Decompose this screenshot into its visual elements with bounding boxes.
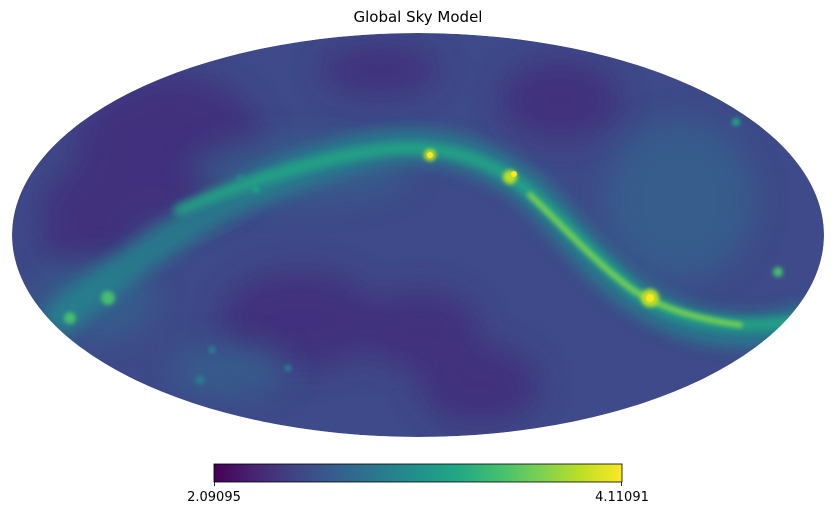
bright-source	[285, 365, 291, 371]
chart-title: Global Sky Model	[354, 8, 483, 26]
galactic-plane-ridge	[527, 192, 743, 328]
bright-source	[195, 375, 205, 385]
bright-source	[511, 171, 517, 177]
bright-source	[646, 294, 654, 302]
point-sources	[64, 118, 783, 385]
bright-source	[237, 175, 243, 181]
bright-source	[209, 347, 215, 353]
dark-region	[320, 45, 440, 95]
bright-source	[427, 152, 433, 158]
diffuse-region	[605, 120, 755, 280]
bright-source	[253, 187, 259, 193]
bright-source	[773, 267, 783, 277]
bright-source	[101, 291, 115, 305]
diffuse-region	[170, 345, 290, 395]
bright-source	[64, 312, 76, 324]
colorbar-min-label: 2.09095	[187, 490, 241, 505]
dark-region	[220, 270, 380, 370]
sky-map	[12, 33, 824, 437]
colorbar-max-label: 4.11091	[595, 490, 649, 505]
colorbar-gradient	[213, 463, 623, 483]
dark-region	[420, 345, 540, 425]
bright-source	[732, 118, 740, 126]
dark-region	[500, 60, 620, 140]
dark-region	[360, 290, 480, 370]
colorbar: 2.09095 4.11091	[187, 463, 649, 505]
dark-region	[40, 165, 140, 275]
